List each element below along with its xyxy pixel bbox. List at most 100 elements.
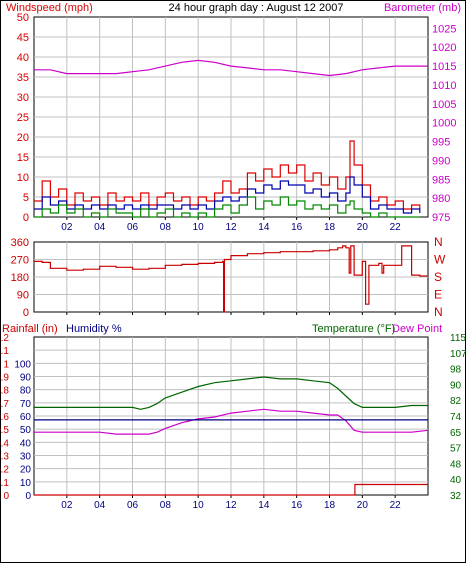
y-tick-label-humidity: 10 bbox=[20, 478, 32, 489]
x-tick-label: 04 bbox=[94, 222, 106, 233]
dew-point-axis-label: Dew Point bbox=[392, 323, 442, 335]
x-tick-label: 20 bbox=[357, 500, 369, 511]
x-tick-label: 22 bbox=[390, 500, 402, 511]
x-tick-label: 12 bbox=[225, 222, 237, 233]
barometer-axis-label: Barometer (mb) bbox=[384, 2, 461, 14]
y-tick-label-left: 1.2 bbox=[0, 333, 9, 344]
temperature-humidity-rain-panel: 02 04 06 08 10 12 14 16 18 20 22 0 0.1 0.2 0.3 0.4 0.5 0.… bbox=[0, 333, 466, 511]
y-tick-label-humidity: 90 bbox=[20, 373, 32, 384]
series-windspeed_low-line bbox=[34, 196, 420, 218]
y-tick-label-right: 1020 bbox=[432, 42, 456, 54]
y-tick-label-left: 0 bbox=[23, 307, 29, 319]
y-tick-label-right: 82 bbox=[450, 396, 462, 407]
y-tick-label-left: 0.9 bbox=[0, 373, 9, 384]
y-tick-label-left: 50 bbox=[17, 12, 29, 24]
y-tick-label-left: 45 bbox=[17, 32, 29, 44]
y-tick-label-right: E bbox=[434, 288, 442, 302]
y-tick-label-left: 40 bbox=[17, 52, 29, 64]
x-tick-label: 06 bbox=[127, 222, 139, 233]
y-tick-label-left: 180 bbox=[11, 272, 29, 284]
y-tick-label-left: 0.8 bbox=[0, 386, 9, 397]
y-tick-label-right: 107 bbox=[450, 349, 466, 360]
y-tick-label-right: 48 bbox=[450, 459, 462, 470]
y-tick-label-left: 15 bbox=[17, 152, 29, 164]
y-tick-label-left: 0.5 bbox=[0, 425, 9, 436]
series-direction-line bbox=[34, 245, 428, 313]
y-tick-label-left: 90 bbox=[17, 290, 29, 302]
y-tick-label-right: 98 bbox=[450, 365, 462, 376]
chart-title: 24 hour graph day : August 12 2007 bbox=[169, 2, 344, 14]
x-tick-label: 14 bbox=[258, 222, 270, 233]
wind-barometer-panel: 02 04 06 08 10 12 14 16 18 20 22051015202530354045… bbox=[17, 12, 457, 233]
y-tick-label-left: 360 bbox=[11, 237, 29, 249]
x-tick-label: 18 bbox=[324, 500, 336, 511]
y-tick-label-left: 0.4 bbox=[0, 438, 9, 449]
y-tick-label-left: 25 bbox=[17, 112, 29, 124]
x-tick-label: 08 bbox=[160, 222, 172, 233]
y-tick-label-humidity: 30 bbox=[20, 452, 32, 463]
temperature-axis-label: Temperature (°F) bbox=[312, 323, 395, 335]
y-tick-label-right: N bbox=[434, 305, 443, 319]
y-tick-label-right: W bbox=[434, 253, 446, 267]
y-tick-label-left: 10 bbox=[17, 172, 29, 184]
series-barometer-line bbox=[34, 59, 428, 77]
y-tick-label-left: 35 bbox=[17, 72, 29, 84]
y-tick-label-right: 975 bbox=[432, 212, 450, 224]
y-tick-label-right: 995 bbox=[432, 137, 450, 149]
y-tick-label-right: 74 bbox=[450, 412, 462, 423]
x-tick-label: 16 bbox=[291, 500, 303, 511]
y-tick-label-right: 90 bbox=[450, 380, 462, 391]
x-tick-label: 16 bbox=[291, 222, 303, 233]
y-tick-label-left: 0.7 bbox=[0, 399, 9, 410]
y-tick-label-left: 270 bbox=[11, 255, 29, 267]
y-tick-label-right: 32 bbox=[450, 491, 462, 502]
x-tick-label: 06 bbox=[127, 500, 139, 511]
x-tick-label: 10 bbox=[193, 500, 205, 511]
humidity-axis-label: Humidity % bbox=[66, 323, 122, 335]
y-tick-label-humidity: 100 bbox=[14, 359, 31, 370]
y-tick-label-right: N bbox=[434, 235, 443, 249]
y-tick-label-left: 0 bbox=[23, 212, 29, 224]
x-tick-label: 14 bbox=[258, 500, 270, 511]
y-tick-label-left: 20 bbox=[17, 132, 29, 144]
y-tick-label-right: S bbox=[434, 270, 442, 284]
x-tick-label: 04 bbox=[94, 500, 106, 511]
y-tick-label-left: 0.6 bbox=[0, 412, 9, 423]
series-temperature-line bbox=[34, 376, 428, 410]
y-tick-label-humidity: 50 bbox=[20, 425, 32, 436]
y-tick-label-right: 985 bbox=[432, 174, 450, 186]
series-rainfall-line bbox=[34, 483, 428, 496]
x-tick-label: 18 bbox=[324, 222, 336, 233]
x-tick-label: 08 bbox=[160, 500, 172, 511]
x-tick-label: 02 bbox=[61, 500, 73, 511]
x-tick-label: 10 bbox=[193, 222, 205, 233]
y-tick-label-humidity: 0 bbox=[25, 491, 31, 502]
rainfall-axis-label: Rainfall (in) bbox=[2, 323, 58, 335]
y-tick-label-right: 1005 bbox=[432, 99, 456, 111]
y-tick-label-humidity: 70 bbox=[20, 399, 32, 410]
y-tick-label-right: 115 bbox=[450, 333, 466, 344]
series-windspeed_avg-line bbox=[34, 176, 421, 214]
x-tick-label: 12 bbox=[225, 500, 237, 511]
y-tick-label-right: 990 bbox=[432, 155, 450, 167]
y-tick-label-right: 1015 bbox=[432, 61, 456, 73]
y-tick-label-left: 0.3 bbox=[0, 452, 9, 463]
y-tick-label-left: 1.1 bbox=[0, 346, 9, 357]
y-tick-label-right: 40 bbox=[450, 475, 462, 486]
y-tick-label-humidity: 60 bbox=[20, 412, 32, 423]
y-tick-label-humidity: 80 bbox=[20, 386, 32, 397]
x-tick-label: 22 bbox=[390, 222, 402, 233]
y-tick-label-right: 1025 bbox=[432, 23, 456, 35]
y-tick-label-left: 5 bbox=[23, 192, 29, 204]
y-tick-label-humidity: 40 bbox=[20, 438, 32, 449]
y-tick-label-left: 1 bbox=[3, 359, 9, 370]
y-tick-label-right: 65 bbox=[450, 428, 462, 439]
y-tick-label-left: 0.1 bbox=[0, 478, 9, 489]
y-tick-label-right: 57 bbox=[450, 444, 462, 455]
windspeed-axis-label: Windspeed (mph) bbox=[6, 2, 93, 14]
y-tick-label-left: 0.2 bbox=[0, 465, 9, 476]
x-tick-label: 20 bbox=[357, 222, 369, 233]
